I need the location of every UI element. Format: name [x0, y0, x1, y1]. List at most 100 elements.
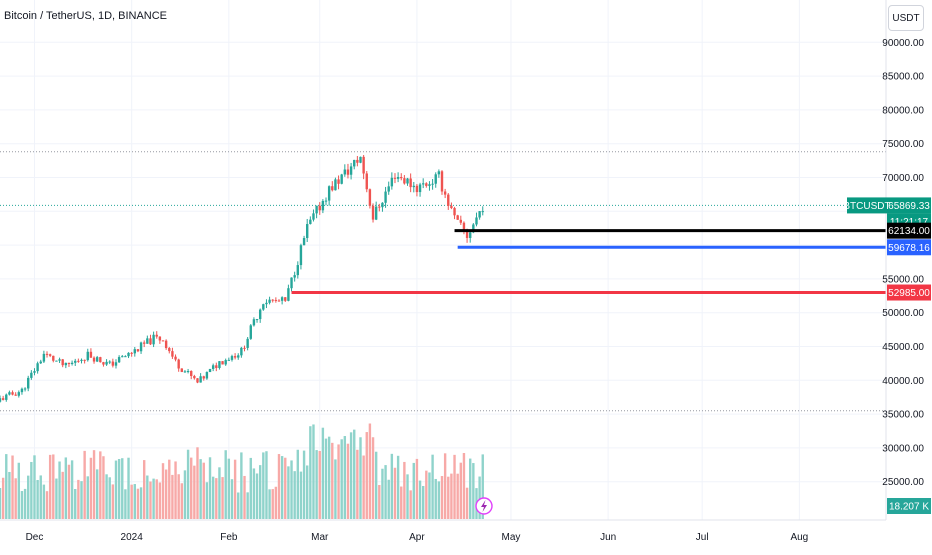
volume-bar — [343, 436, 347, 519]
volume-bar — [309, 426, 312, 519]
level-price-label-text: 52985.00 — [888, 288, 930, 299]
volume-bar — [381, 468, 384, 519]
candle-body — [362, 156, 365, 174]
grid-layer — [0, 0, 886, 520]
candle-body — [334, 179, 337, 191]
candle-body — [1, 398, 5, 400]
candle-body — [393, 177, 397, 179]
candle-body — [164, 340, 168, 349]
candle-body — [412, 185, 415, 188]
candle-body — [130, 352, 133, 354]
candle-body — [309, 219, 312, 225]
lightning-icon[interactable] — [475, 497, 493, 515]
volume-bar — [230, 479, 234, 519]
volume-bar — [384, 465, 387, 519]
candle-body — [196, 378, 199, 383]
volume-bar — [258, 465, 262, 519]
volume-bar — [428, 472, 431, 519]
time-axis: Dec 2024 Feb Mar Apr May Jun Jul Aug — [26, 532, 809, 543]
volume-bar — [378, 485, 381, 519]
candle-body — [271, 299, 274, 301]
candle-body — [218, 361, 221, 368]
volume-bar — [86, 476, 89, 519]
volume-bar — [27, 475, 30, 519]
candle-body — [265, 302, 268, 305]
volume-bar — [36, 480, 39, 519]
candle-body — [331, 186, 334, 191]
volume-bar — [55, 478, 58, 519]
candle-body — [95, 357, 99, 362]
candle-body — [86, 351, 89, 361]
candle-body — [381, 202, 384, 208]
candle-body — [146, 338, 149, 344]
volume-bar — [99, 451, 102, 519]
volume-bar — [447, 476, 450, 519]
time-tick-label: May — [502, 532, 521, 543]
volume-bar — [290, 460, 293, 519]
volume-bar — [233, 459, 237, 519]
volume-bar — [42, 484, 46, 519]
volume-bar — [95, 469, 99, 519]
volume-bar — [155, 479, 158, 519]
volume-bar — [393, 467, 397, 519]
volume-label-text: 18.207 K — [889, 502, 929, 513]
candle-body — [462, 222, 466, 231]
volume-bar — [205, 482, 209, 519]
candle-body — [287, 288, 290, 301]
candle-body — [61, 359, 64, 366]
time-tick-label: Dec — [26, 532, 44, 543]
candle-body — [384, 191, 387, 203]
currency-button[interactable]: USDT — [888, 5, 924, 31]
candle-body — [11, 392, 14, 395]
volume-bar — [287, 466, 290, 519]
volume-bar — [133, 484, 136, 519]
candle-body — [443, 191, 447, 195]
candle-body — [237, 355, 240, 358]
level-price-label-bg — [887, 239, 931, 256]
volume-bar — [186, 449, 190, 519]
volume-bar — [20, 491, 24, 519]
candle-body — [77, 360, 80, 362]
volume-bar — [158, 482, 162, 519]
candle-body — [324, 200, 328, 202]
volume-bar — [161, 463, 165, 519]
candle-body — [193, 376, 196, 379]
price-tick-label: 35000.00 — [882, 410, 924, 421]
candle-body — [280, 297, 284, 301]
candle-body — [233, 356, 237, 358]
candle-body — [27, 377, 30, 389]
volume-bar — [334, 459, 337, 519]
volume-bar — [139, 487, 143, 519]
candle-body — [243, 347, 246, 349]
countdown-label-text: 11:21:17 — [890, 217, 929, 228]
candle-body — [343, 169, 347, 175]
volume-bar — [374, 451, 378, 519]
price-tick-label: 75000.00 — [882, 139, 924, 150]
candle-body — [20, 388, 24, 393]
volume-bar — [114, 460, 118, 519]
volume-bar — [409, 490, 412, 519]
candle-body — [202, 376, 205, 379]
candle-body — [23, 388, 27, 390]
volume-bar — [111, 484, 115, 519]
volume-bar — [421, 485, 425, 519]
candle-body — [92, 357, 96, 362]
candle-body — [469, 232, 472, 238]
ticker-label-bg — [847, 197, 887, 214]
candle-body — [0, 398, 2, 402]
volume-bar — [45, 491, 49, 519]
volume-bar — [443, 453, 447, 519]
volume-bar — [368, 423, 372, 519]
volume-bar — [52, 454, 55, 519]
volume-bar — [89, 457, 93, 519]
candle-body — [459, 219, 463, 223]
volume-bar — [70, 460, 74, 519]
price-tick-label: 55000.00 — [882, 274, 924, 285]
candle-body — [152, 334, 155, 345]
volume-bar — [302, 450, 306, 519]
candle-body — [403, 178, 406, 184]
volume-bar — [340, 439, 343, 519]
candle-body — [133, 349, 136, 354]
